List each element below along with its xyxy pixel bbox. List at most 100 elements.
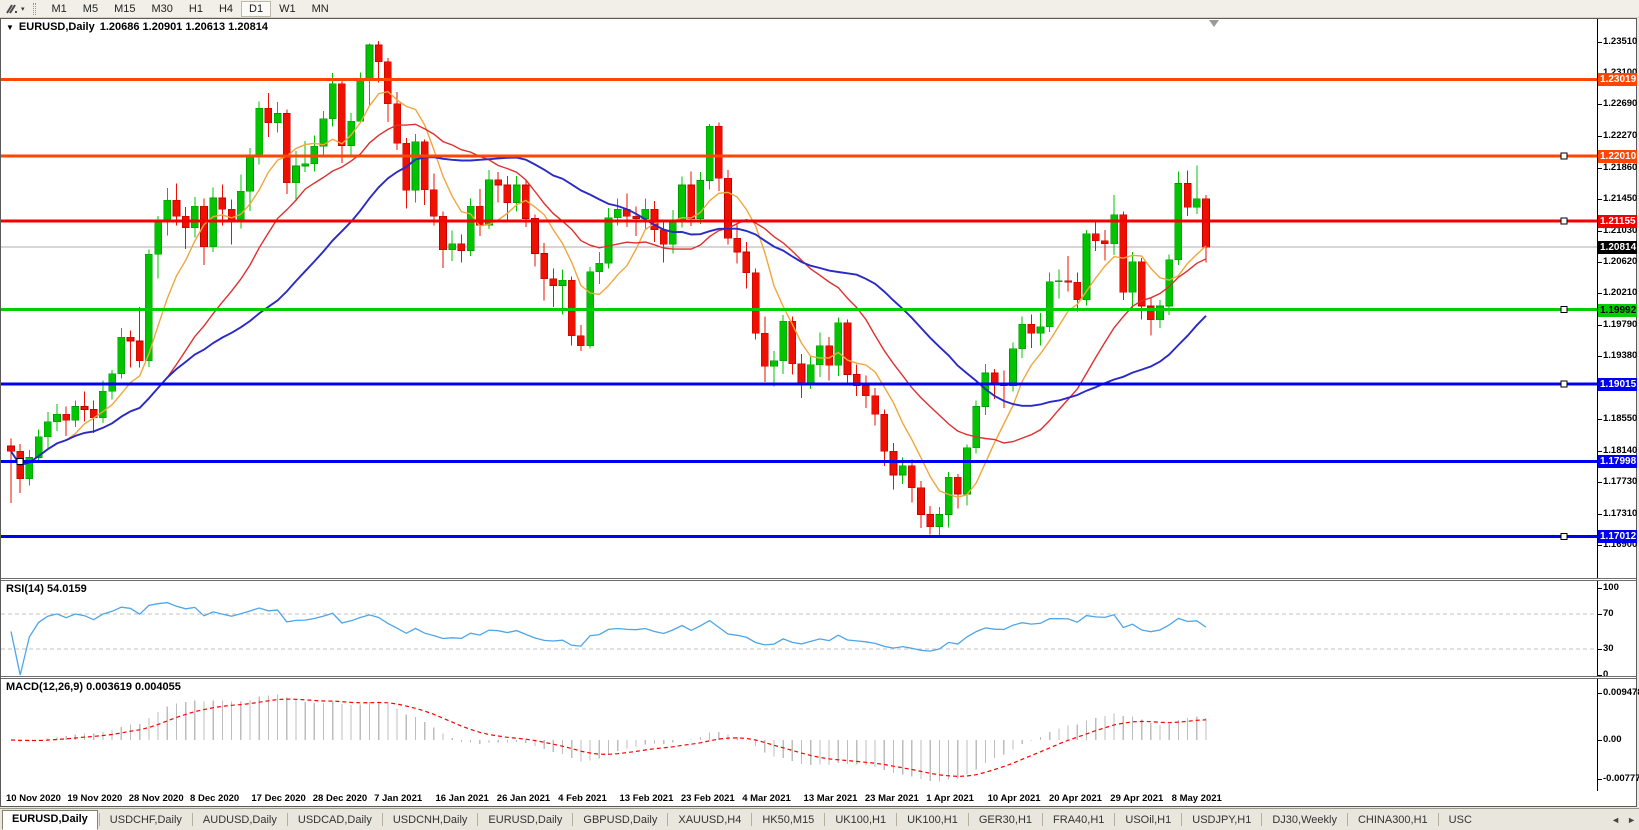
axis-tick-mark (1598, 513, 1602, 515)
horizontal-line-1.17998[interactable] (1, 457, 1597, 465)
tab-separator (667, 813, 669, 826)
pane-splitter[interactable] (1, 676, 1636, 679)
pane-splitter[interactable] (1, 578, 1636, 581)
symbol-tab-hk50-m15[interactable]: HK50,M15 (762, 814, 815, 826)
horizontal-line-1.21155[interactable] (1, 217, 1597, 225)
axis-tick-mark (1598, 167, 1602, 169)
tab-separator (1042, 813, 1044, 826)
line-drag-handle[interactable] (1560, 152, 1568, 160)
macd-label: MACD(12,26,9) 0.003619 0.004055 (6, 681, 181, 693)
symbol-tab-uk100-h1[interactable]: UK100,H1 (907, 814, 958, 826)
line-drag-handle[interactable] (1560, 217, 1568, 225)
symbol-tab-fra40-h1[interactable]: FRA40,H1 (1053, 814, 1105, 826)
date-axis-label: 28 Nov 2020 (128, 793, 184, 804)
line-drag-handle[interactable] (1560, 380, 1568, 388)
macd-axis-label: 0.00 (1603, 734, 1622, 745)
axis-tick-mark (1598, 230, 1602, 232)
chart-title: ▼ EURUSD,Daily 1.20686 1.20901 1.20613 1… (6, 21, 268, 33)
date-axis-label: 4 Feb 2021 (558, 793, 607, 804)
rsi-line (10, 601, 1207, 676)
tab-scroll-right-icon[interactable]: ► (1627, 815, 1636, 825)
horizontal-line-1.22010[interactable] (1, 152, 1597, 160)
horizontal-line-1.19992[interactable] (1, 306, 1597, 314)
macd-pane: MACD(12,26,9) 0.003619 0.004055 0.009478… (1, 679, 1639, 791)
rsi-pane: RSI(14) 54.0159 100 70 30 0 (1, 581, 1636, 680)
timeframe-button-m1[interactable]: M1 (51, 2, 67, 15)
symbol-tab-ger30-h1[interactable]: GER30,H1 (978, 814, 1033, 826)
symbol-tab-china300-h1[interactable]: CHINA300,H1 (1357, 814, 1428, 826)
line-drag-handle[interactable] (16, 457, 24, 465)
tab-separator (191, 813, 193, 826)
line-drag-handle[interactable] (1560, 532, 1568, 540)
price-axis-label: 1.17310 (1603, 507, 1638, 519)
axis-tick-mark (1598, 356, 1602, 358)
axis-tick-mark (1598, 693, 1602, 694)
horizontal-line-1.17012[interactable] (1, 532, 1597, 540)
symbol-tab-eurusd-daily[interactable]: EURUSD,Daily (488, 814, 563, 826)
periodicity-tool-icon[interactable] (3, 2, 21, 16)
timeframe-buttons: M1 M5 M15 M30 H1 H4 D1 W1 MN (44, 0, 337, 17)
symbol-tab-usoil-h1[interactable]: USOil,H1 (1125, 814, 1172, 826)
tab-separator (1181, 813, 1183, 826)
symbol-tab-gbpusd-daily[interactable]: GBPUSD,Daily (583, 814, 658, 826)
price-axis: 1.23510 1.23100 1.22690 1.22270 1.21860 1.214… (1597, 19, 1638, 578)
axis-tick-mark (1598, 740, 1602, 741)
axis-tick-mark (1598, 648, 1602, 650)
chart-shift-marker[interactable] (1209, 20, 1219, 27)
date-axis-label: 8 Dec 2020 (190, 793, 240, 804)
tab-separator (1261, 813, 1263, 826)
price-axis-label: 1.20210 (1603, 287, 1638, 299)
macd-axis-label: 0.009478 (1603, 687, 1639, 698)
price-axis-label: 1.23100 (1603, 67, 1637, 78)
line-price-label: 1.17998 (1598, 455, 1637, 469)
line-price-label: 1.17012 (1598, 530, 1637, 544)
date-axis-label: 23 Feb 2021 (680, 793, 735, 804)
chart-ohlc-values: 1.20686 1.20901 1.20613 1.20814 (99, 21, 268, 33)
symbol-tab-dj30-weekly[interactable]: DJ30,Weekly (1272, 814, 1337, 826)
dropdown-caret-icon[interactable]: ▾ (21, 5, 25, 13)
symbol-tab-usdcad-daily[interactable]: USDCAD,Daily (297, 814, 372, 826)
line-price-label: 1.19992 (1598, 303, 1637, 317)
date-axis-label: 13 Feb 2021 (619, 793, 674, 804)
timeframe-button-mn[interactable]: MN (311, 2, 329, 15)
price-axis-label: 1.19790 (1603, 319, 1638, 331)
price-axis-label: 1.19380 (1603, 350, 1638, 362)
price-axis-label: 1.23510 (1603, 35, 1638, 47)
axis-tick-mark (1598, 41, 1602, 43)
timeframe-button-w1[interactable]: W1 (279, 2, 296, 15)
chart-window: ▼ EURUSD,Daily 1.20686 1.20901 1.20613 1… (0, 18, 1639, 807)
timeframe-button-m5[interactable]: M5 (82, 2, 99, 15)
symbol-tab-eurusd-daily[interactable]: EURUSD,Daily (2, 810, 98, 830)
symbol-tab-usdjpy-h1[interactable]: USDJPY,H1 (1192, 814, 1252, 826)
date-axis-label: 1 Apr 2021 (926, 793, 974, 804)
symbol-dropdown-icon[interactable]: ▼ (6, 22, 14, 32)
line-drag-handle[interactable] (1560, 306, 1568, 314)
symbol-tab-xauusd-h4[interactable]: XAUUSD,H4 (678, 814, 742, 826)
timeframe-button-h1[interactable]: H1 (188, 2, 203, 15)
timeframe-button-m30[interactable]: M30 (151, 2, 173, 15)
rsi-axis-label: 70 (1603, 608, 1614, 620)
tab-separator (1437, 813, 1439, 826)
timeframe-button-m15[interactable]: M15 (114, 2, 136, 15)
horizontal-line-1.19015[interactable] (1, 380, 1597, 388)
moving-average-line (10, 90, 1207, 499)
price-axis-label: 1.20620 (1603, 255, 1638, 267)
axis-tick-mark (1598, 481, 1602, 483)
axis-tick-mark (1598, 136, 1602, 138)
tab-scroll-left-icon[interactable]: ◄ (1611, 815, 1621, 825)
toolbar-grip[interactable] (32, 2, 36, 15)
axis-tick-mark (1598, 778, 1602, 780)
axis-tick-mark (1598, 293, 1602, 295)
timeframe-button-h4[interactable]: H4 (218, 2, 234, 15)
symbol-tab-usdchf-daily[interactable]: USDCHF,Daily (109, 814, 182, 826)
symbol-tab-uk100-h1[interactable]: UK100,H1 (835, 814, 887, 826)
symbol-tab-usc[interactable]: USC (1448, 814, 1472, 826)
timeframe-button-d1[interactable]: D1 (241, 0, 272, 17)
price-axis-label: 1.21030 (1603, 224, 1638, 236)
tab-separator (572, 813, 574, 826)
symbol-tab-usdcnh-daily[interactable]: USDCNH,Daily (392, 814, 468, 826)
top-toolbar: ▾ M1 M5 M15 M30 H1 H4 D1 W1 MN (0, 0, 1639, 18)
symbol-tab-audusd-daily[interactable]: AUDUSD,Daily (202, 814, 277, 826)
tab-separator (967, 813, 969, 826)
rsi-axis: 100 70 30 0 (1597, 581, 1636, 680)
